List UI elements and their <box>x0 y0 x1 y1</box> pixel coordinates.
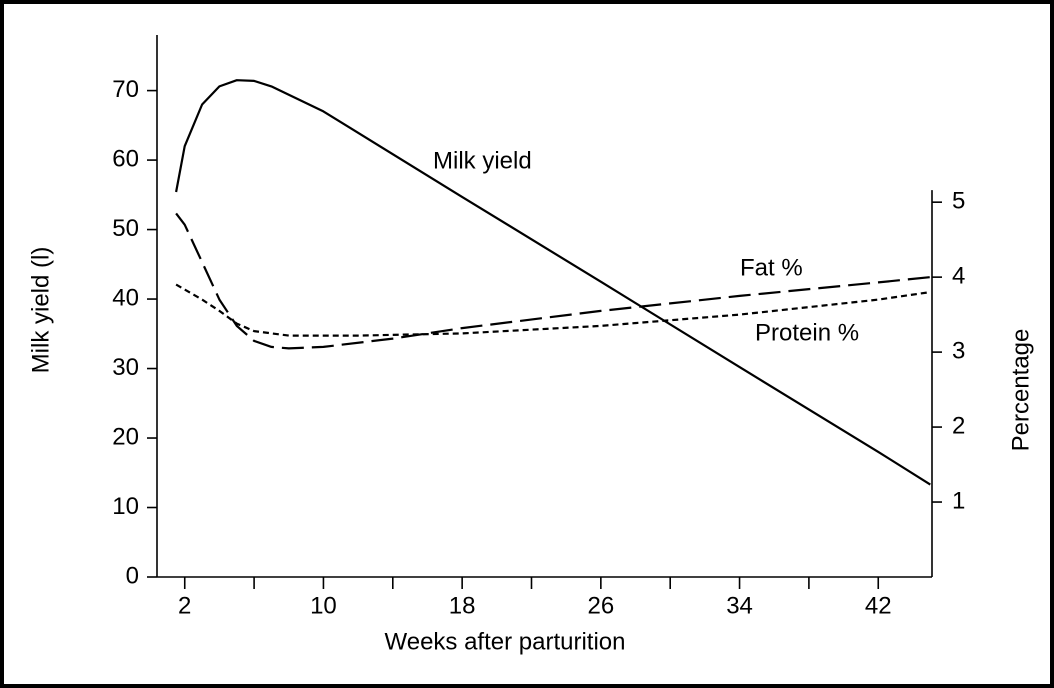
series-label: Protein % <box>755 319 859 346</box>
series-label: Fat % <box>740 254 803 281</box>
series-line <box>175 79 931 486</box>
y2-tick-label: 2 <box>952 412 965 439</box>
x-tick-label: 26 <box>587 592 614 619</box>
x-tick-label: 10 <box>310 592 337 619</box>
series-line <box>175 283 931 337</box>
y-tick-label: 70 <box>112 76 139 103</box>
y-tick-label: 40 <box>112 284 139 311</box>
y2-tick-label: 1 <box>952 487 965 514</box>
series-label: Milk yield <box>433 147 532 174</box>
x-tick-label: 42 <box>865 592 892 619</box>
y2-tick-label: 3 <box>952 337 965 364</box>
y-tick-label: 60 <box>112 145 139 172</box>
x-axis-title: Weeks after parturition <box>385 628 626 655</box>
x-tick-label: 18 <box>449 592 476 619</box>
y-tick-label: 30 <box>112 354 139 381</box>
y2-axis-title: Percentage <box>1007 329 1034 452</box>
y-tick-label: 20 <box>112 423 139 450</box>
y-tick-label: 0 <box>126 562 139 589</box>
y-tick-label: 10 <box>112 493 139 520</box>
x-tick-label: 34 <box>726 592 753 619</box>
y2-tick-label: 5 <box>952 188 965 215</box>
y2-tick-label: 4 <box>952 262 965 289</box>
series-line <box>175 212 931 350</box>
y-axis-title: Milk yield (l) <box>27 247 54 374</box>
y-tick-label: 50 <box>112 215 139 242</box>
x-tick-label: 2 <box>178 592 191 619</box>
